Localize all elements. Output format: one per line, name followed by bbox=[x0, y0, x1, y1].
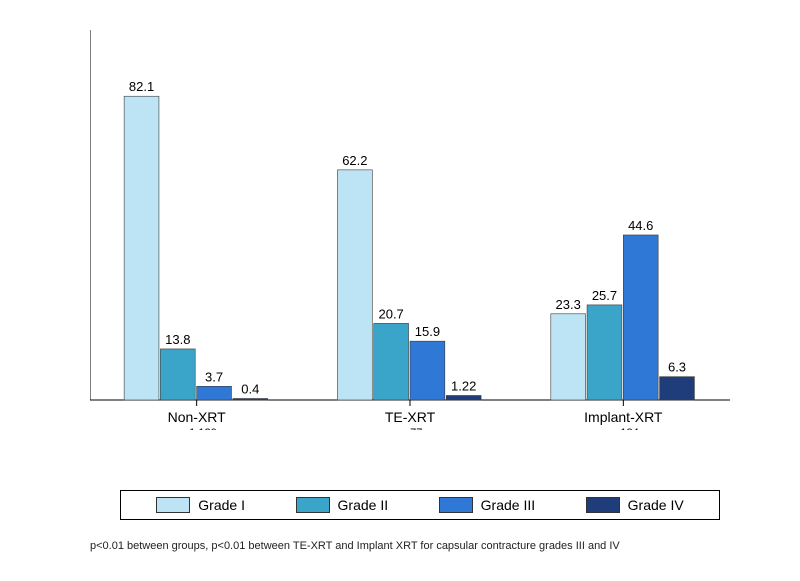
bars-group: 82.1 13.8 3.7 0.4 62.2 20.7 15.9 1.22 23.3 25.7 44… bbox=[124, 79, 694, 400]
bar bbox=[233, 399, 268, 400]
legend-swatch bbox=[156, 497, 190, 513]
footnote: p<0.01 between groups, p<0.01 between TE… bbox=[90, 540, 620, 552]
bar-value-label: 1.22 bbox=[451, 378, 476, 393]
legend-swatch bbox=[439, 497, 473, 513]
bar bbox=[374, 323, 409, 400]
bar-value-label: 44.6 bbox=[628, 218, 653, 233]
bar-value-label: 15.9 bbox=[415, 324, 440, 339]
legend: Grade I Grade II Grade III Grade IV bbox=[120, 490, 720, 520]
legend-swatch bbox=[586, 497, 620, 513]
group-label: TE-XRT bbox=[385, 409, 436, 425]
legend-label: Grade IV bbox=[628, 497, 684, 513]
legend-label: Grade III bbox=[481, 497, 535, 513]
bar-value-label: 23.3 bbox=[556, 297, 581, 312]
bar bbox=[160, 349, 195, 400]
bar bbox=[587, 305, 622, 400]
bar bbox=[623, 235, 658, 400]
bar-value-label: 13.8 bbox=[165, 332, 190, 347]
bar bbox=[197, 386, 232, 400]
group-sublabel: n=77 bbox=[398, 427, 423, 430]
group-sublabel: n=184 bbox=[608, 427, 639, 430]
x-axis-labels: Non-XRT n=1,120 TE-XRT n=77 Implant-XRT n=184 bbox=[168, 400, 663, 430]
bar bbox=[124, 96, 159, 400]
bar-value-label: 20.7 bbox=[378, 306, 403, 321]
legend-item: Grade II bbox=[296, 497, 389, 513]
bar bbox=[410, 341, 445, 400]
legend-label: Grade I bbox=[198, 497, 245, 513]
legend-item: Grade III bbox=[439, 497, 535, 513]
legend-swatch bbox=[296, 497, 330, 513]
legend-item: Grade IV bbox=[586, 497, 684, 513]
group-sublabel: n=1,120 bbox=[177, 427, 217, 430]
bar-value-label: 25.7 bbox=[592, 288, 617, 303]
bar-value-label: 82.1 bbox=[129, 79, 154, 94]
group-label: Implant-XRT bbox=[584, 409, 663, 425]
bar-value-label: 3.7 bbox=[205, 369, 223, 384]
chart-container: 020406080100 % 82.113.83.70.462.220.715.… bbox=[0, 0, 800, 581]
bar bbox=[446, 395, 481, 400]
bar-value-label: 6.3 bbox=[668, 360, 686, 375]
group-label: Non-XRT bbox=[168, 409, 227, 425]
bar bbox=[337, 170, 372, 400]
legend-item: Grade I bbox=[156, 497, 245, 513]
bar bbox=[660, 377, 695, 400]
bar bbox=[551, 314, 586, 400]
bar-value-label: 62.2 bbox=[342, 153, 367, 168]
bar-chart: 020406080100 % 82.113.83.70.462.220.715.… bbox=[90, 30, 750, 430]
bar-value-label: 0.4 bbox=[241, 382, 259, 397]
legend-label: Grade II bbox=[338, 497, 389, 513]
